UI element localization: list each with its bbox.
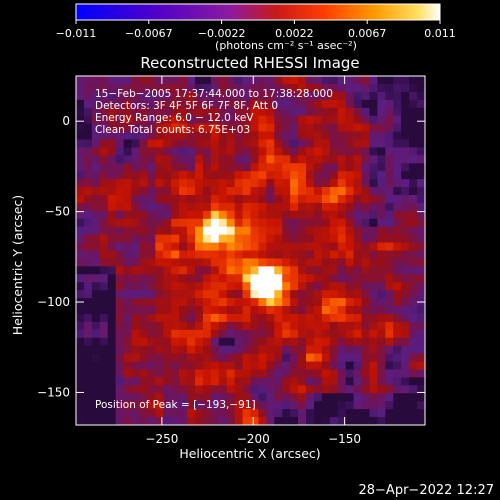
info-line: Clean Total counts: 6.75E+03 <box>95 124 250 136</box>
colorbar-gradient <box>75 3 441 21</box>
colorbar-tick-label: 0.0022 <box>275 27 314 40</box>
peak-position-text: Position of Peak = [−193,−91] <box>95 399 256 411</box>
footer-date: 28−Apr−2022 12:27 <box>359 483 495 498</box>
y-axis: 0 −50 −100 −150 <box>37 114 425 399</box>
x-tick-label: −150 <box>328 432 361 446</box>
colorbar-tick-label: 0.011 <box>424 27 456 40</box>
rhessi-image <box>76 76 425 425</box>
y-tick-label: −150 <box>37 385 70 399</box>
x-tick-label: −200 <box>237 432 270 446</box>
plot-frame <box>75 75 426 426</box>
info-box: 15−Feb−2005 17:37:44.000 to 17:38:28.000… <box>95 88 333 136</box>
x-axis: −250 −200 −150 <box>145 76 361 446</box>
y-tick-label: 0 <box>62 114 70 128</box>
colorbar-ticks: −0.011 −0.0067 −0.0022 0.0022 0.0067 0.011 <box>56 20 456 40</box>
colorbar-tick-label: −0.011 <box>56 27 97 40</box>
y-tick-label: −50 <box>45 205 70 219</box>
colorbar: −0.011 −0.0067 −0.0022 0.0022 0.0067 0.011 (p… <box>56 3 456 52</box>
info-line: Detectors: 3F 4F 5F 6F 7F 8F, Att 0 <box>95 100 278 112</box>
x-tick-label: −250 <box>145 432 178 446</box>
colorbar-tick-label: −0.0067 <box>125 27 173 40</box>
colorbar-unit-label: (photons cm⁻² s⁻¹ asec⁻²) <box>215 39 357 52</box>
y-tick-label: −100 <box>37 295 70 309</box>
y-axis-label: Heliocentric Y (arcsec) <box>10 195 25 335</box>
info-line: 15−Feb−2005 17:37:44.000 to 17:38:28.000 <box>95 88 333 100</box>
plot-title: Reconstructed RHESSI Image <box>140 54 359 72</box>
colorbar-tick-label: −0.0022 <box>198 27 246 40</box>
colorbar-tick-label: 0.0067 <box>348 27 387 40</box>
info-line: Energy Range: 6.0 − 12.0 keV <box>95 112 254 124</box>
x-axis-label: Heliocentric X (arcsec) <box>179 446 320 461</box>
